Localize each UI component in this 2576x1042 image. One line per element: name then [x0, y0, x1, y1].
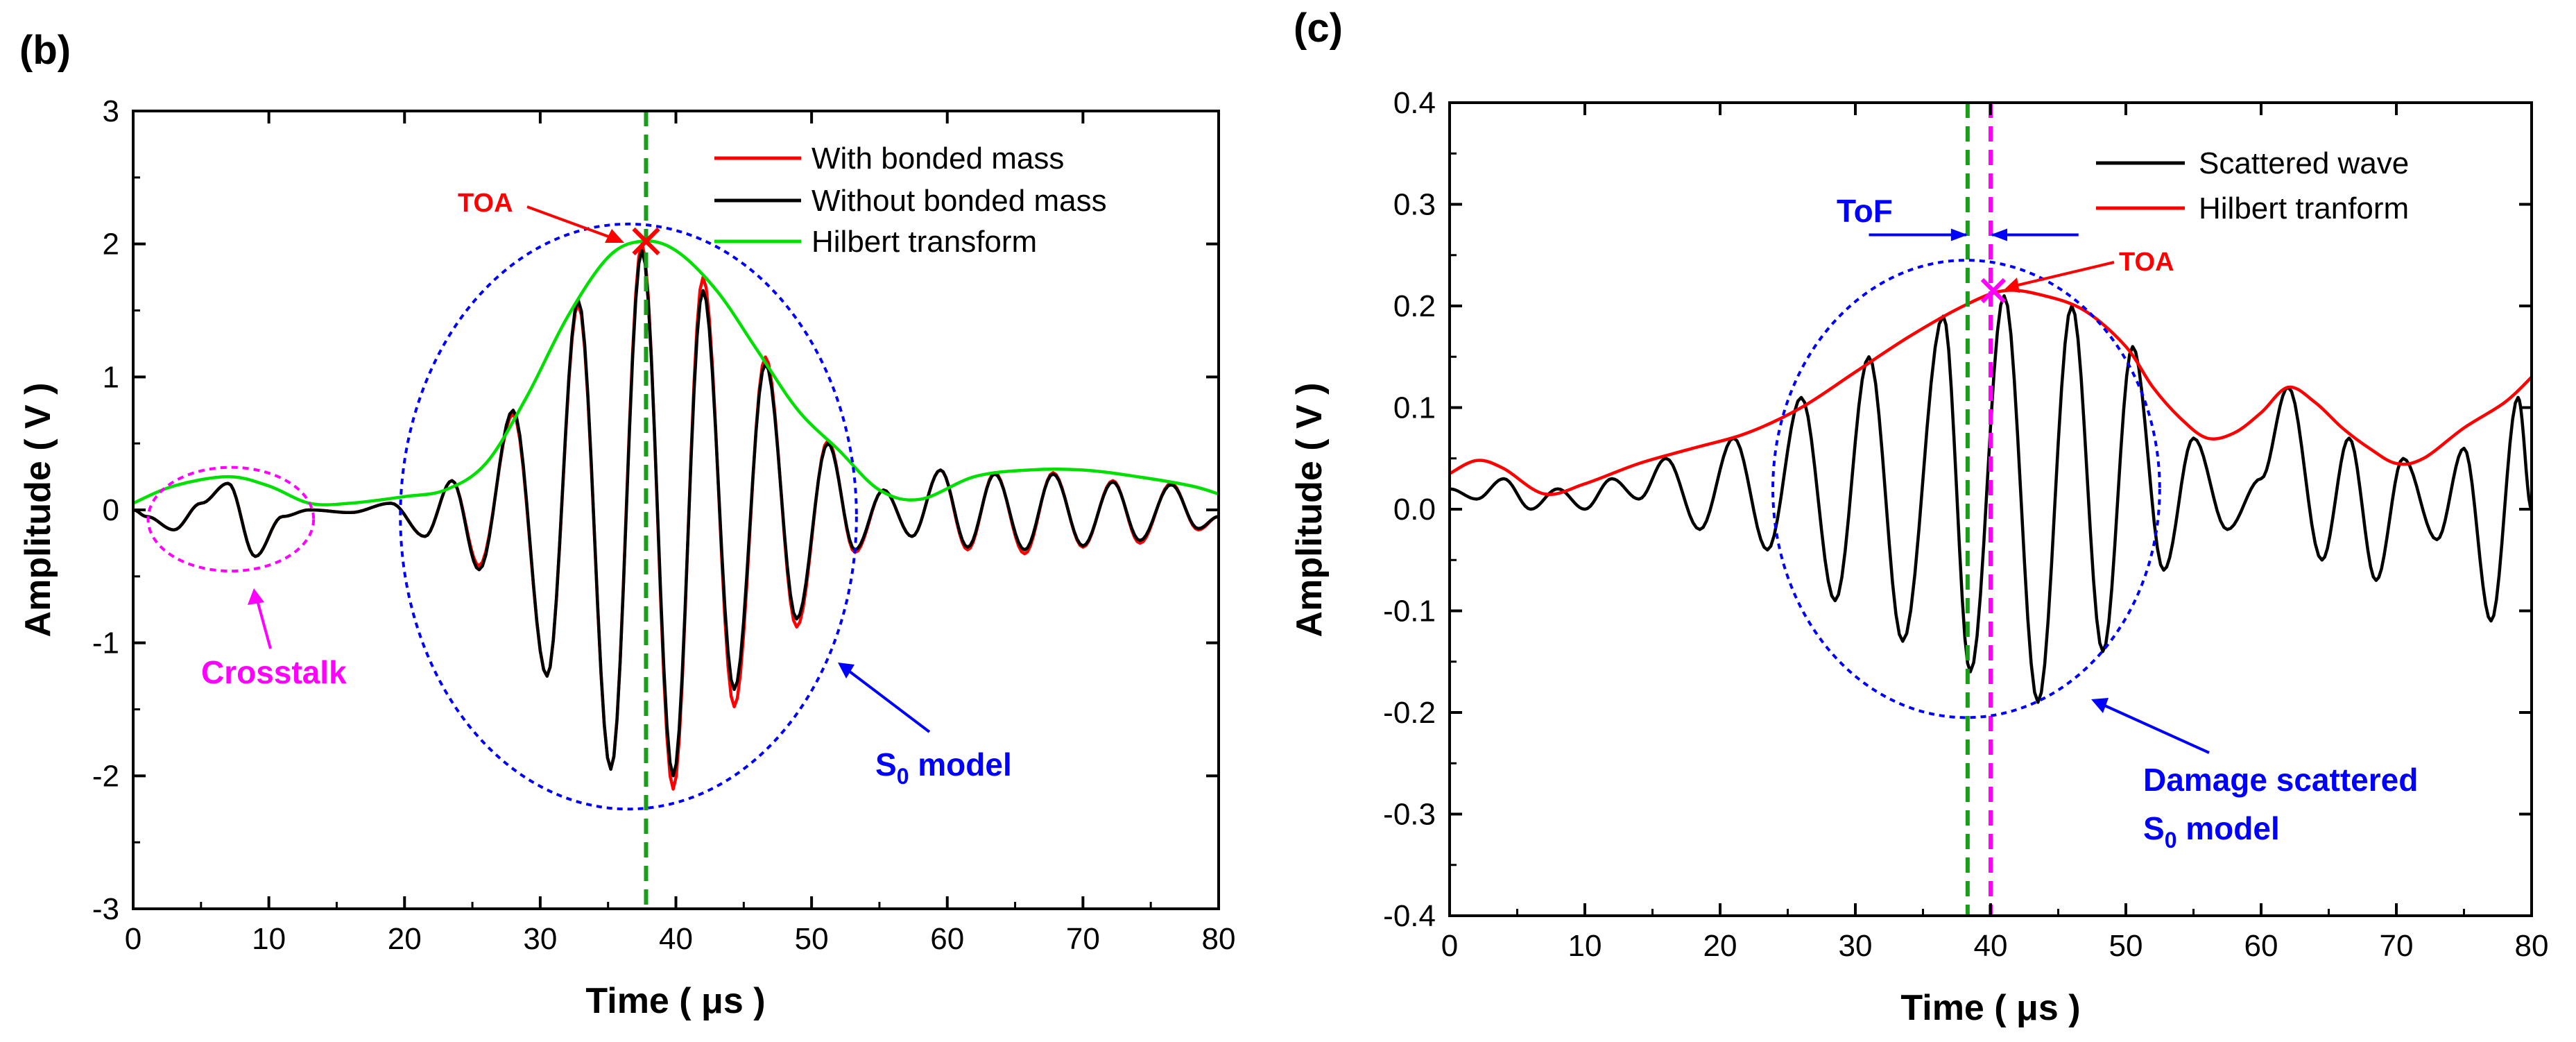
series-line-with-bonded-mass: [132, 242, 1219, 791]
x-axis-b: 0 10 20 30 40 50 60 70 80: [125, 111, 1236, 956]
s0-region-ellipse-c: [1771, 259, 2161, 719]
y-tick-label: 1: [103, 360, 119, 394]
toa-arrow-c: [2014, 261, 2115, 287]
s0-arrowhead-b: [838, 663, 855, 678]
plot-frame-b: [132, 110, 1220, 910]
y-tick-label: 0.0: [1393, 493, 1436, 527]
x-tick-label: 10: [252, 922, 286, 956]
toa-label-b: TOA: [458, 189, 513, 218]
x-tick-label: 20: [388, 922, 422, 956]
crosstalk-arrowhead: [248, 588, 264, 605]
legend-c: Scattered wave Hilbert tranform: [2096, 146, 2409, 225]
legend-label-scattered: Scattered wave: [2199, 146, 2409, 180]
series-line-without-bonded-mass: [132, 249, 1219, 778]
tof-arrowhead-right: [1991, 228, 2007, 241]
toa-arrow-b: [526, 205, 611, 239]
damage-scattered-label: Damage scattered: [2143, 762, 2418, 798]
x-tick-label: 70: [1066, 922, 1100, 956]
toa-cross-c: [1980, 277, 2007, 304]
y-tick-label: 0.4: [1393, 86, 1436, 120]
legend-label-without-mass: Without bonded mass: [812, 184, 1107, 218]
plot-area-c: [1448, 103, 2534, 916]
x-tick-label: 50: [795, 922, 829, 956]
y-tick-label: 2: [103, 228, 119, 262]
y-tick-label: 3: [103, 94, 119, 128]
y-tick-label: 0: [103, 493, 119, 527]
chart-panel-b: (b) -3 -2 -1 0 1 2 3 0 10 20 30 40 50 60 70 80 Time ( …: [18, 28, 1235, 1021]
y-tick-label: 0.2: [1393, 289, 1436, 323]
x-axis-title-b: Time ( μs ): [585, 981, 765, 1021]
x-tick-label: 40: [659, 922, 693, 956]
s0-model-label-b: S0 model: [875, 746, 1012, 789]
y-tick-label: -0.1: [1383, 595, 1436, 629]
toa-arrowhead-b: [605, 229, 624, 243]
y-axis-b: -3 -2 -1 0 1 2 3: [92, 94, 1219, 926]
crosstalk-arrow: [255, 597, 272, 649]
legend-b: With bonded mass Without bonded mass Hil…: [714, 142, 1107, 259]
legend-label-hilbert-b: Hilbert transform: [812, 225, 1037, 259]
scatter-arrowhead-c: [2091, 698, 2109, 713]
x-tick-label: 20: [1703, 929, 1737, 963]
plot-area-b: [132, 111, 1219, 909]
toa-label-c: TOA: [2119, 248, 2174, 277]
x-tick-label: 50: [2109, 929, 2143, 963]
series-line-scattered-wave: [1449, 294, 2534, 704]
tof-label: ToF: [1837, 193, 1893, 229]
s0-arrow-b: [848, 670, 931, 733]
panel-label-c: (c): [1294, 6, 1343, 51]
y-tick-label: -0.3: [1383, 798, 1436, 832]
x-tick-label: 70: [2380, 929, 2414, 963]
crosstalk-ellipse: [146, 466, 316, 573]
y-axis-title-c: Amplitude ( V ): [1289, 383, 1330, 638]
y-tick-label: -2: [92, 759, 119, 793]
y-tick-label: -0.2: [1383, 696, 1436, 730]
toa-arrowhead-c: [2004, 277, 2020, 293]
panel-label-b: (b): [19, 28, 71, 73]
tof-arrowhead-left: [1950, 228, 1968, 241]
crosstalk-label: Crosstalk: [201, 654, 347, 690]
s0-region-ellipse-b: [399, 222, 858, 811]
y-axis-title-b: Amplitude ( V ): [18, 383, 58, 638]
s0-model-label-c: S0 model: [2143, 810, 2280, 853]
x-tick-label: 30: [523, 922, 557, 956]
y-tick-label: 0.1: [1393, 391, 1436, 425]
x-tick-label: 30: [1839, 929, 1873, 963]
x-tick-label: 80: [1202, 922, 1236, 956]
x-tick-label: 60: [930, 922, 964, 956]
x-tick-label: 0: [1441, 929, 1458, 963]
x-tick-label: 60: [2244, 929, 2278, 963]
x-axis-title-c: Time ( μs ): [1900, 988, 2080, 1028]
x-tick-label: 40: [1974, 929, 2008, 963]
y-tick-label: -0.4: [1383, 899, 1436, 933]
x-tick-label: 80: [2515, 929, 2549, 963]
toa-cross-b: [632, 227, 660, 255]
chart-panel-c: (c) -0.4 -0.3 -0.2 -0.1 0.0 0.1 0.2 0.3 0.4 0 10 2…: [1289, 6, 2548, 1028]
series-line-hilbert-tranform: [1448, 289, 2533, 496]
y-tick-label: -3: [92, 892, 119, 926]
scatter-arrow-c: [2101, 703, 2210, 754]
legend-label-hilbert-c: Hilbert tranform: [2199, 191, 2409, 225]
series-line-hilbert-transform: [132, 239, 1219, 506]
y-tick-label: 0.3: [1393, 188, 1436, 222]
x-tick-label: 10: [1568, 929, 1602, 963]
legend-label-with-mass: With bonded mass: [812, 142, 1064, 176]
y-tick-label: -1: [92, 626, 119, 660]
x-tick-label: 0: [125, 922, 141, 956]
x-axis-c: 0 10 20 30 40 50 60 70 80: [1441, 103, 2549, 963]
y-axis-c: -0.4 -0.3 -0.2 -0.1 0.0 0.1 0.2 0.3 0.4: [1383, 86, 2532, 933]
